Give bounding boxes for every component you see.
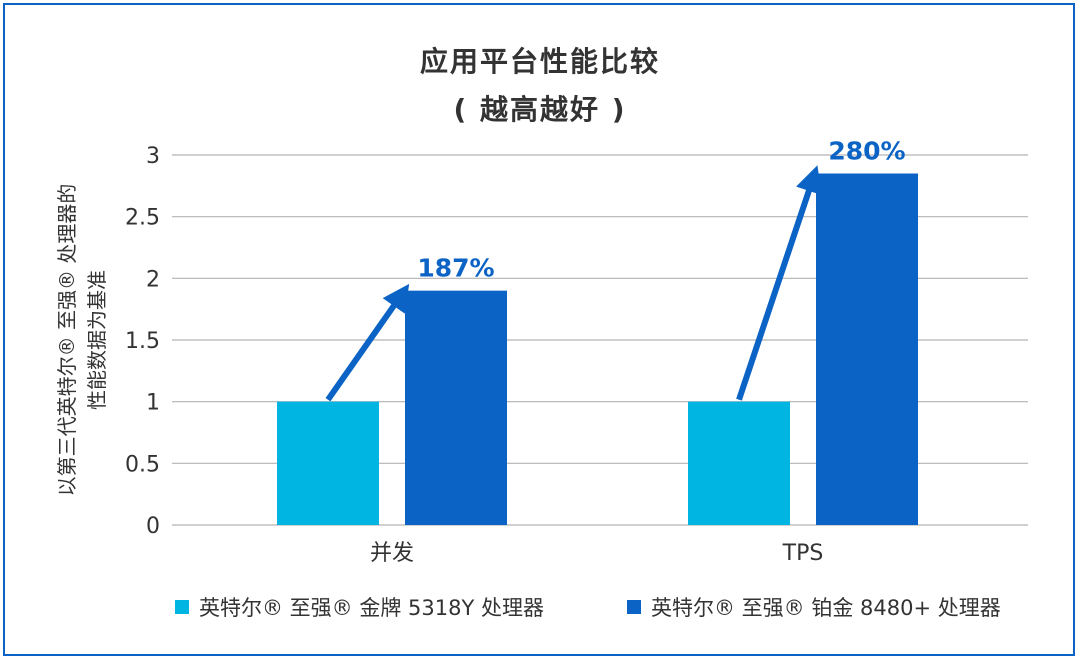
y-tick-label: 3 [146, 144, 160, 169]
legend-item-series2: 英特尔® 至强® 铂金 8480+ 处理器 [627, 592, 1001, 622]
y-tick-label: 2 [146, 267, 160, 292]
legend: 英特尔® 至强® 金牌 5318Y 处理器 英特尔® 至强® 铂金 8480+ … [0, 592, 1080, 622]
x-category-label: TPS [782, 541, 824, 566]
y-tick-label: 2.5 [125, 206, 160, 231]
bar-series1 [277, 401, 379, 525]
x-category-label: 并发 [370, 541, 414, 566]
legend-swatch-series2 [627, 600, 641, 614]
y-tick-label: 1 [146, 391, 160, 416]
bar-series2 [816, 173, 918, 525]
data-label: 187% [417, 254, 494, 283]
data-label: 280% [828, 137, 905, 166]
legend-label-series2: 英特尔® 至强® 铂金 8480+ 处理器 [651, 596, 1001, 620]
legend-swatch-series1 [175, 600, 189, 614]
y-tick-label: 1.5 [125, 329, 160, 354]
legend-item-series1: 英特尔® 至强® 金牌 5318Y 处理器 [175, 592, 544, 622]
chart-subtitle: ( 越高越好 ) [453, 93, 627, 126]
growth-arrow [325, 283, 410, 402]
legend-label-series1: 英特尔® 至强® 金牌 5318Y 处理器 [199, 596, 544, 620]
y-tick-label: 0 [146, 514, 160, 539]
y-tick-label: 0.5 [125, 452, 160, 477]
bar-series2 [405, 290, 507, 525]
chart-title: 应用平台性能比较 [419, 45, 660, 78]
bar-series1 [688, 401, 790, 525]
growth-arrow [736, 165, 822, 401]
